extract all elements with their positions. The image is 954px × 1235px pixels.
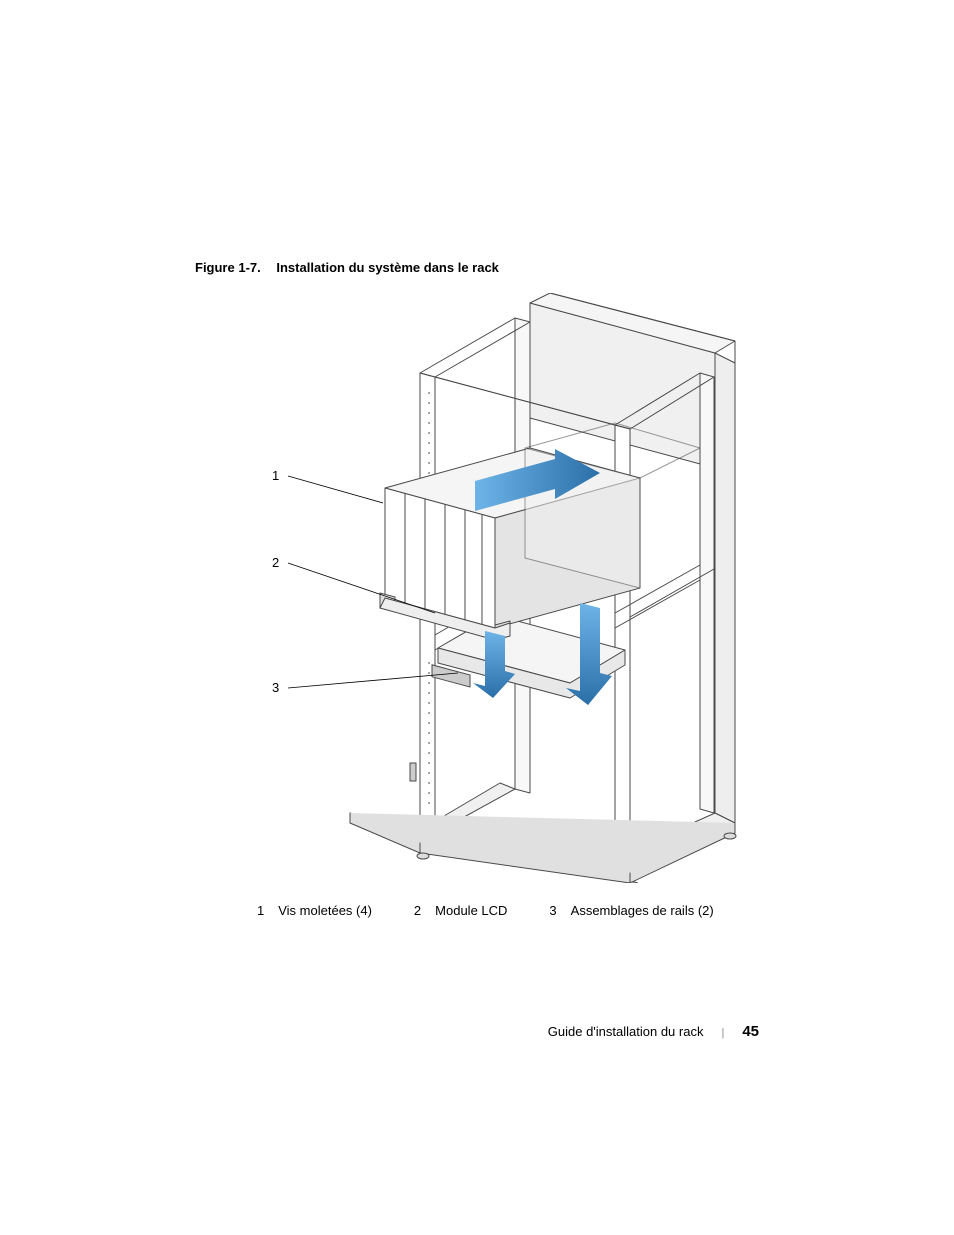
callout-3: 3 [272,680,279,695]
figure-number: Figure 1-7. [195,260,261,275]
legend-item: 3 Assemblages de rails (2) [549,903,713,918]
rack-illustration [220,293,760,883]
callout-2: 2 [272,555,279,570]
legend-item: 1 Vis moletées (4) [257,903,372,918]
callout-1: 1 [272,468,279,483]
legend-label-3: Assemblages de rails (2) [571,903,714,918]
legend-row: 1 Vis moletées (4) 2 Module LCD 3 Assemb… [257,903,854,918]
footer-guide-title: Guide d'installation du rack [548,1024,704,1039]
diagram-area: 1 2 3 [220,293,760,883]
footer-separator: | [721,1027,724,1039]
legend-num-1: 1 [257,903,264,918]
legend-label-2: Module LCD [435,903,507,918]
figure-legend: 1 Vis moletées (4) 2 Module LCD 3 Assemb… [257,903,854,918]
figure-caption: Figure 1-7. Installation du système dans… [195,260,854,275]
page-footer: Guide d'installation du rack | 45 [548,1023,759,1040]
legend-num-2: 2 [414,903,421,918]
figure-title-text: Installation du système dans le rack [276,260,499,275]
legend-num-3: 3 [549,903,556,918]
document-page: Figure 1-7. Installation du système dans… [0,0,954,1235]
legend-label-1: Vis moletées (4) [278,903,372,918]
footer-page-number: 45 [742,1023,759,1040]
legend-item: 2 Module LCD [414,903,508,918]
